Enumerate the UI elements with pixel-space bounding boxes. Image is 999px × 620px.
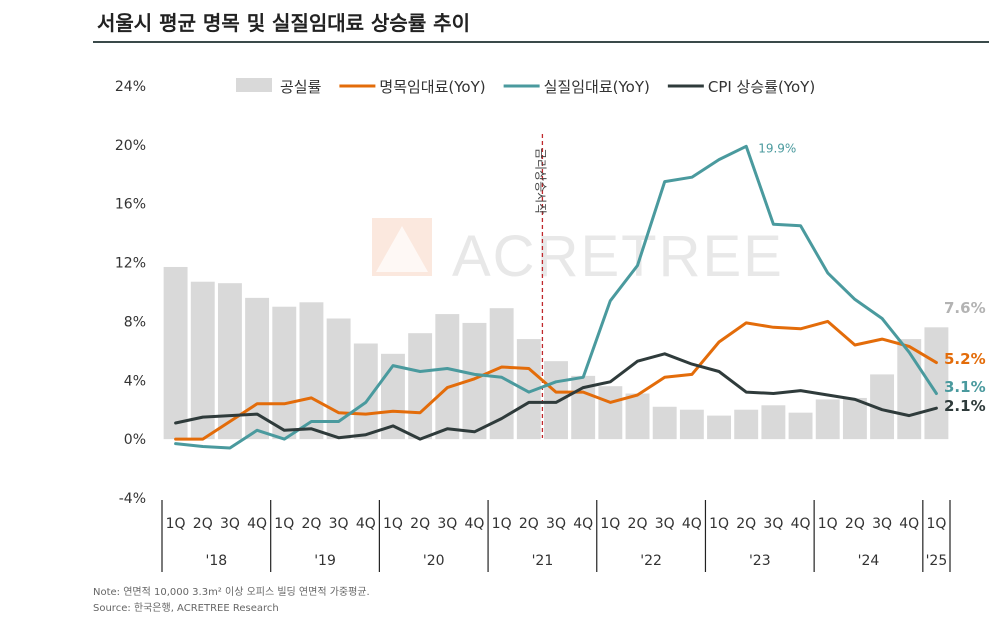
bar-vacancy-rate [815, 399, 840, 440]
line-실질임대료(YoY) [174, 144, 938, 450]
bar-vacancy-rate [625, 393, 650, 440]
x-tick-label: 3Q [763, 516, 783, 532]
x-tick-label: 4Q [791, 516, 811, 532]
bar-vacancy-rate [652, 406, 677, 440]
legend-label: 명목임대료(YoY) [379, 78, 485, 96]
x-tick-label: 1Q [818, 516, 838, 532]
year-label: '21 [532, 553, 554, 569]
title-divider [93, 41, 989, 43]
x-tick-label: 2Q [410, 516, 430, 532]
x-tick-label: 1Q [492, 516, 512, 532]
x-tick-label: 2Q [736, 516, 756, 532]
year-label: '23 [749, 553, 771, 569]
legend-label: 공실률 [280, 78, 322, 96]
bar-vacancy-rate [299, 302, 324, 440]
legend-swatch-bar [236, 78, 272, 92]
chart-title: 서울시 평균 명목 및 실질임대료 상승률 추이 [97, 11, 470, 35]
bar-vacancy-rate [679, 409, 704, 440]
bar-vacancy-rate [435, 314, 460, 440]
bar-vacancy-rate [544, 361, 568, 440]
bar-vacancy-rate [489, 308, 514, 440]
bar-vacancy-rate [707, 415, 731, 440]
x-tick-label: 4Q [899, 516, 919, 532]
bar-vacancy-rate [408, 333, 433, 440]
x-tick-label: 4Q [573, 516, 593, 532]
x-tick-label: 1Q [274, 516, 294, 532]
end-label: 2.1% [944, 397, 986, 415]
y-tick-label: 20% [115, 138, 146, 154]
year-label: '25 [926, 553, 948, 569]
x-tick-label: 2Q [628, 516, 648, 532]
x-tick-label: 1Q [600, 516, 620, 532]
x-tick-label: 2Q [519, 516, 539, 532]
y-tick-label: 4% [124, 373, 146, 389]
bar-vacancy-rate [272, 306, 297, 440]
x-tick-label: 3Q [220, 516, 240, 532]
x-tick-label: 2Q [193, 516, 213, 532]
chart-source: Source: 한국은행, ACRETREE Research [93, 603, 279, 614]
y-tick-label: 12% [115, 256, 146, 272]
year-label: '22 [640, 553, 662, 569]
rate-hike-label: 금리상승시작 [533, 148, 547, 214]
watermark: ACRETREE [372, 218, 784, 289]
x-tick-label: 3Q [655, 516, 675, 532]
line-CPI 상승률(YoY) [174, 352, 938, 441]
bar-vacancy-rate [217, 283, 242, 440]
chart-note: Note: 연면적 10,000 3.3m² 이상 오피스 빌딩 연면적 가중평… [93, 587, 370, 598]
year-label: '20 [423, 553, 445, 569]
x-tick-label: 4Q [682, 516, 702, 532]
x-tick-label: 3Q [437, 516, 457, 532]
end-label: 5.2% [944, 350, 986, 368]
bar-vacancy-rate [190, 281, 215, 440]
line-명목임대료(YoY) [174, 319, 938, 441]
year-label: '19 [314, 553, 336, 569]
bar-vacancy-rate [734, 409, 759, 440]
legend-label: CPI 상승률(YoY) [708, 78, 815, 96]
bar-vacancy-rate [163, 266, 188, 440]
year-label: '18 [206, 553, 228, 569]
x-tick-label: 1Q [709, 516, 729, 532]
x-tick-label: 3Q [872, 516, 892, 532]
y-tick-label: 24% [115, 79, 146, 95]
x-tick-label: 4Q [356, 516, 376, 532]
y-tick-label: -4% [119, 491, 146, 507]
y-tick-label: 8% [124, 314, 146, 330]
x-tick-label: 4Q [247, 516, 267, 532]
legend-label: 실질임대료(YoY) [544, 78, 650, 96]
bar-vacancy-rate [598, 386, 623, 440]
x-tick-label: 1Q [926, 516, 946, 532]
end-label: 7.6% [944, 299, 986, 317]
x-tick-label: 3Q [329, 516, 349, 532]
year-label: '24 [858, 553, 880, 569]
x-tick-label: 3Q [546, 516, 566, 532]
bar-vacancy-rate [842, 397, 867, 440]
x-tick-label: 2Q [301, 516, 321, 532]
bar-vacancy-rate [788, 412, 813, 440]
x-tick-label: 2Q [845, 516, 865, 532]
y-tick-label: 16% [115, 197, 146, 213]
y-tick-label: 0% [124, 432, 146, 448]
end-label: 3.1% [944, 378, 986, 396]
x-tick-label: 1Q [383, 516, 403, 532]
bar-vacancy-rate [462, 322, 487, 440]
bar-vacancy-rate [516, 339, 541, 440]
x-tick-label: 4Q [465, 516, 485, 532]
bar-vacancy-rate [761, 405, 786, 440]
peak-label: 19.9% [758, 141, 796, 155]
bar-vacancy-rate [870, 374, 895, 440]
x-tick-label: 1Q [166, 516, 186, 532]
watermark-text: ACRETREE [452, 224, 784, 289]
